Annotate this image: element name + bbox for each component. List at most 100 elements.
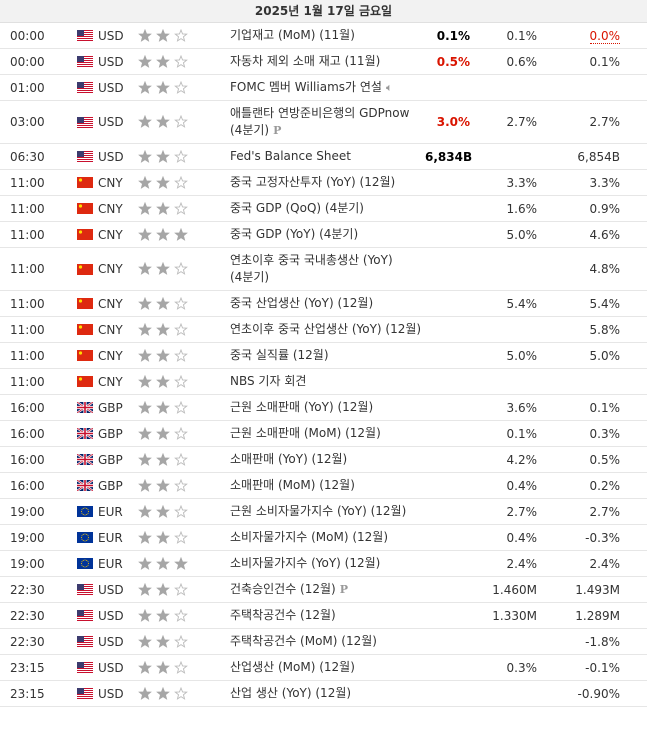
actual-value: 6,834B	[425, 149, 473, 164]
previous-value: 5.8%	[589, 322, 621, 337]
event-name: Fed's Balance Sheet	[230, 144, 425, 169]
flag	[77, 177, 93, 188]
previous-value: 3.3%	[589, 175, 621, 190]
star-filled	[156, 634, 170, 648]
time: 16:00	[10, 478, 45, 493]
forecast: 0.6%	[470, 55, 538, 69]
stars-cell	[138, 634, 230, 649]
time: 11:00	[10, 175, 45, 190]
forecast: 2.7%	[470, 115, 538, 129]
actual-value: 0.5%	[436, 54, 470, 69]
currency: CNY	[98, 296, 123, 311]
flag-star	[87, 561, 89, 563]
flag-cell	[77, 203, 98, 214]
flag-cell	[77, 454, 98, 465]
flag-star	[86, 565, 88, 568]
currency: USD	[98, 608, 124, 623]
star-filled	[156, 478, 170, 492]
star-filled	[138, 28, 152, 42]
previous-value: 0.5%	[589, 452, 621, 467]
flag-cell	[77, 82, 98, 93]
flag-star	[87, 538, 89, 540]
flag-cell	[77, 116, 98, 128]
flag-stripe	[77, 644, 93, 645]
star-empty	[174, 149, 188, 163]
flag-star	[82, 559, 84, 562]
flag-stripe	[77, 66, 93, 67]
actual: 0.1%	[425, 29, 470, 43]
forecast: 0.1%	[470, 427, 538, 441]
flag-cell	[77, 428, 98, 439]
currency: CNY	[98, 227, 123, 242]
flag-stripe	[77, 646, 93, 647]
flag-stripe	[77, 690, 93, 691]
flag-stripe	[77, 161, 93, 162]
importance-stars	[138, 608, 188, 622]
flag-stripe	[77, 118, 93, 120]
event-text: 소매판매 (MoM) (12월)	[230, 478, 355, 492]
flag-stripe	[77, 86, 93, 87]
currency: CNY	[98, 374, 123, 389]
event-row: 00:00 USD 자동차 제외 소매 재고 (11월) 0.5% 0.6% 0.1%	[0, 49, 647, 75]
flag-cell	[77, 151, 98, 162]
star-empty	[174, 608, 188, 622]
forecast-value: 5.4%	[506, 296, 538, 311]
flag	[77, 662, 93, 673]
importance-stars	[138, 201, 188, 215]
flag-stripe	[77, 594, 93, 595]
flag-field	[77, 532, 93, 543]
star-empty	[174, 400, 188, 414]
event-list: 00:00 USD 기업재고 (MoM) (11월) 0.1% 0.1% 0.0% 00:0…	[0, 23, 647, 707]
forecast-value: 5.0%	[506, 348, 538, 363]
flag-cell	[77, 324, 98, 335]
flag-stripe	[77, 688, 93, 689]
flag-canton	[77, 584, 84, 590]
flag-canton	[77, 610, 84, 616]
forecast-value: 0.4%	[506, 530, 538, 545]
flag-cross	[77, 454, 93, 465]
previous: -0.90%	[537, 687, 620, 701]
stars-cell	[138, 296, 230, 311]
flag-star	[78, 264, 83, 269]
flag	[77, 151, 93, 162]
forecast-value: 0.1%	[506, 28, 538, 43]
previous-value: 0.1%	[589, 54, 621, 69]
previous-value: 1.493M	[575, 582, 620, 597]
flag-stripe	[77, 117, 93, 119]
currency: GBP	[98, 478, 123, 493]
forecast-value: 1.6%	[506, 201, 538, 216]
time: 19:00	[10, 556, 45, 571]
flag-star	[86, 513, 88, 516]
event-row: 01:00 USD FOMC 멤버 Williams가 연설 🔈︎	[0, 75, 647, 101]
flag-field	[77, 324, 93, 335]
flag-cell	[77, 298, 98, 309]
currency: EUR	[98, 504, 123, 519]
time: 16:00	[10, 426, 45, 441]
forecast-value: 1.460M	[492, 582, 537, 597]
star-empty	[174, 660, 188, 674]
event-text: FOMC 멤버 Williams가 연설	[230, 80, 382, 94]
event-row: 11:00 CNY 중국 산업생산 (YoY) (12월) 5.4% 5.4%	[0, 291, 647, 317]
event-name: 중국 GDP (YoY) (4분기)	[230, 222, 425, 247]
stars-cell	[138, 426, 230, 441]
star-filled	[138, 634, 152, 648]
event-name: FOMC 멤버 Williams가 연설 🔈︎	[230, 75, 425, 100]
event-text: 자동차 제외 소매 재고 (11월)	[230, 54, 381, 68]
time: 22:30	[10, 582, 45, 597]
flag-stripe	[77, 586, 93, 587]
stars-cell	[138, 262, 230, 276]
flag-star	[82, 507, 84, 510]
previous-value: 6,854B	[577, 149, 620, 164]
importance-stars	[138, 452, 188, 466]
flag-field	[77, 203, 93, 214]
currency: CNY	[98, 348, 123, 363]
event-row: 00:00 USD 기업재고 (MoM) (11월) 0.1% 0.1% 0.0%	[0, 23, 647, 49]
event-name: 연초이후 중국 국내총생산 (YoY) (4분기)	[230, 248, 425, 290]
flag	[77, 402, 93, 413]
previous: -1.8%	[537, 635, 620, 649]
previous-value: 1.289M	[575, 608, 620, 623]
star-empty	[174, 530, 188, 544]
stars-cell	[138, 348, 230, 363]
flag	[77, 688, 93, 699]
time: 11:00	[10, 374, 45, 389]
